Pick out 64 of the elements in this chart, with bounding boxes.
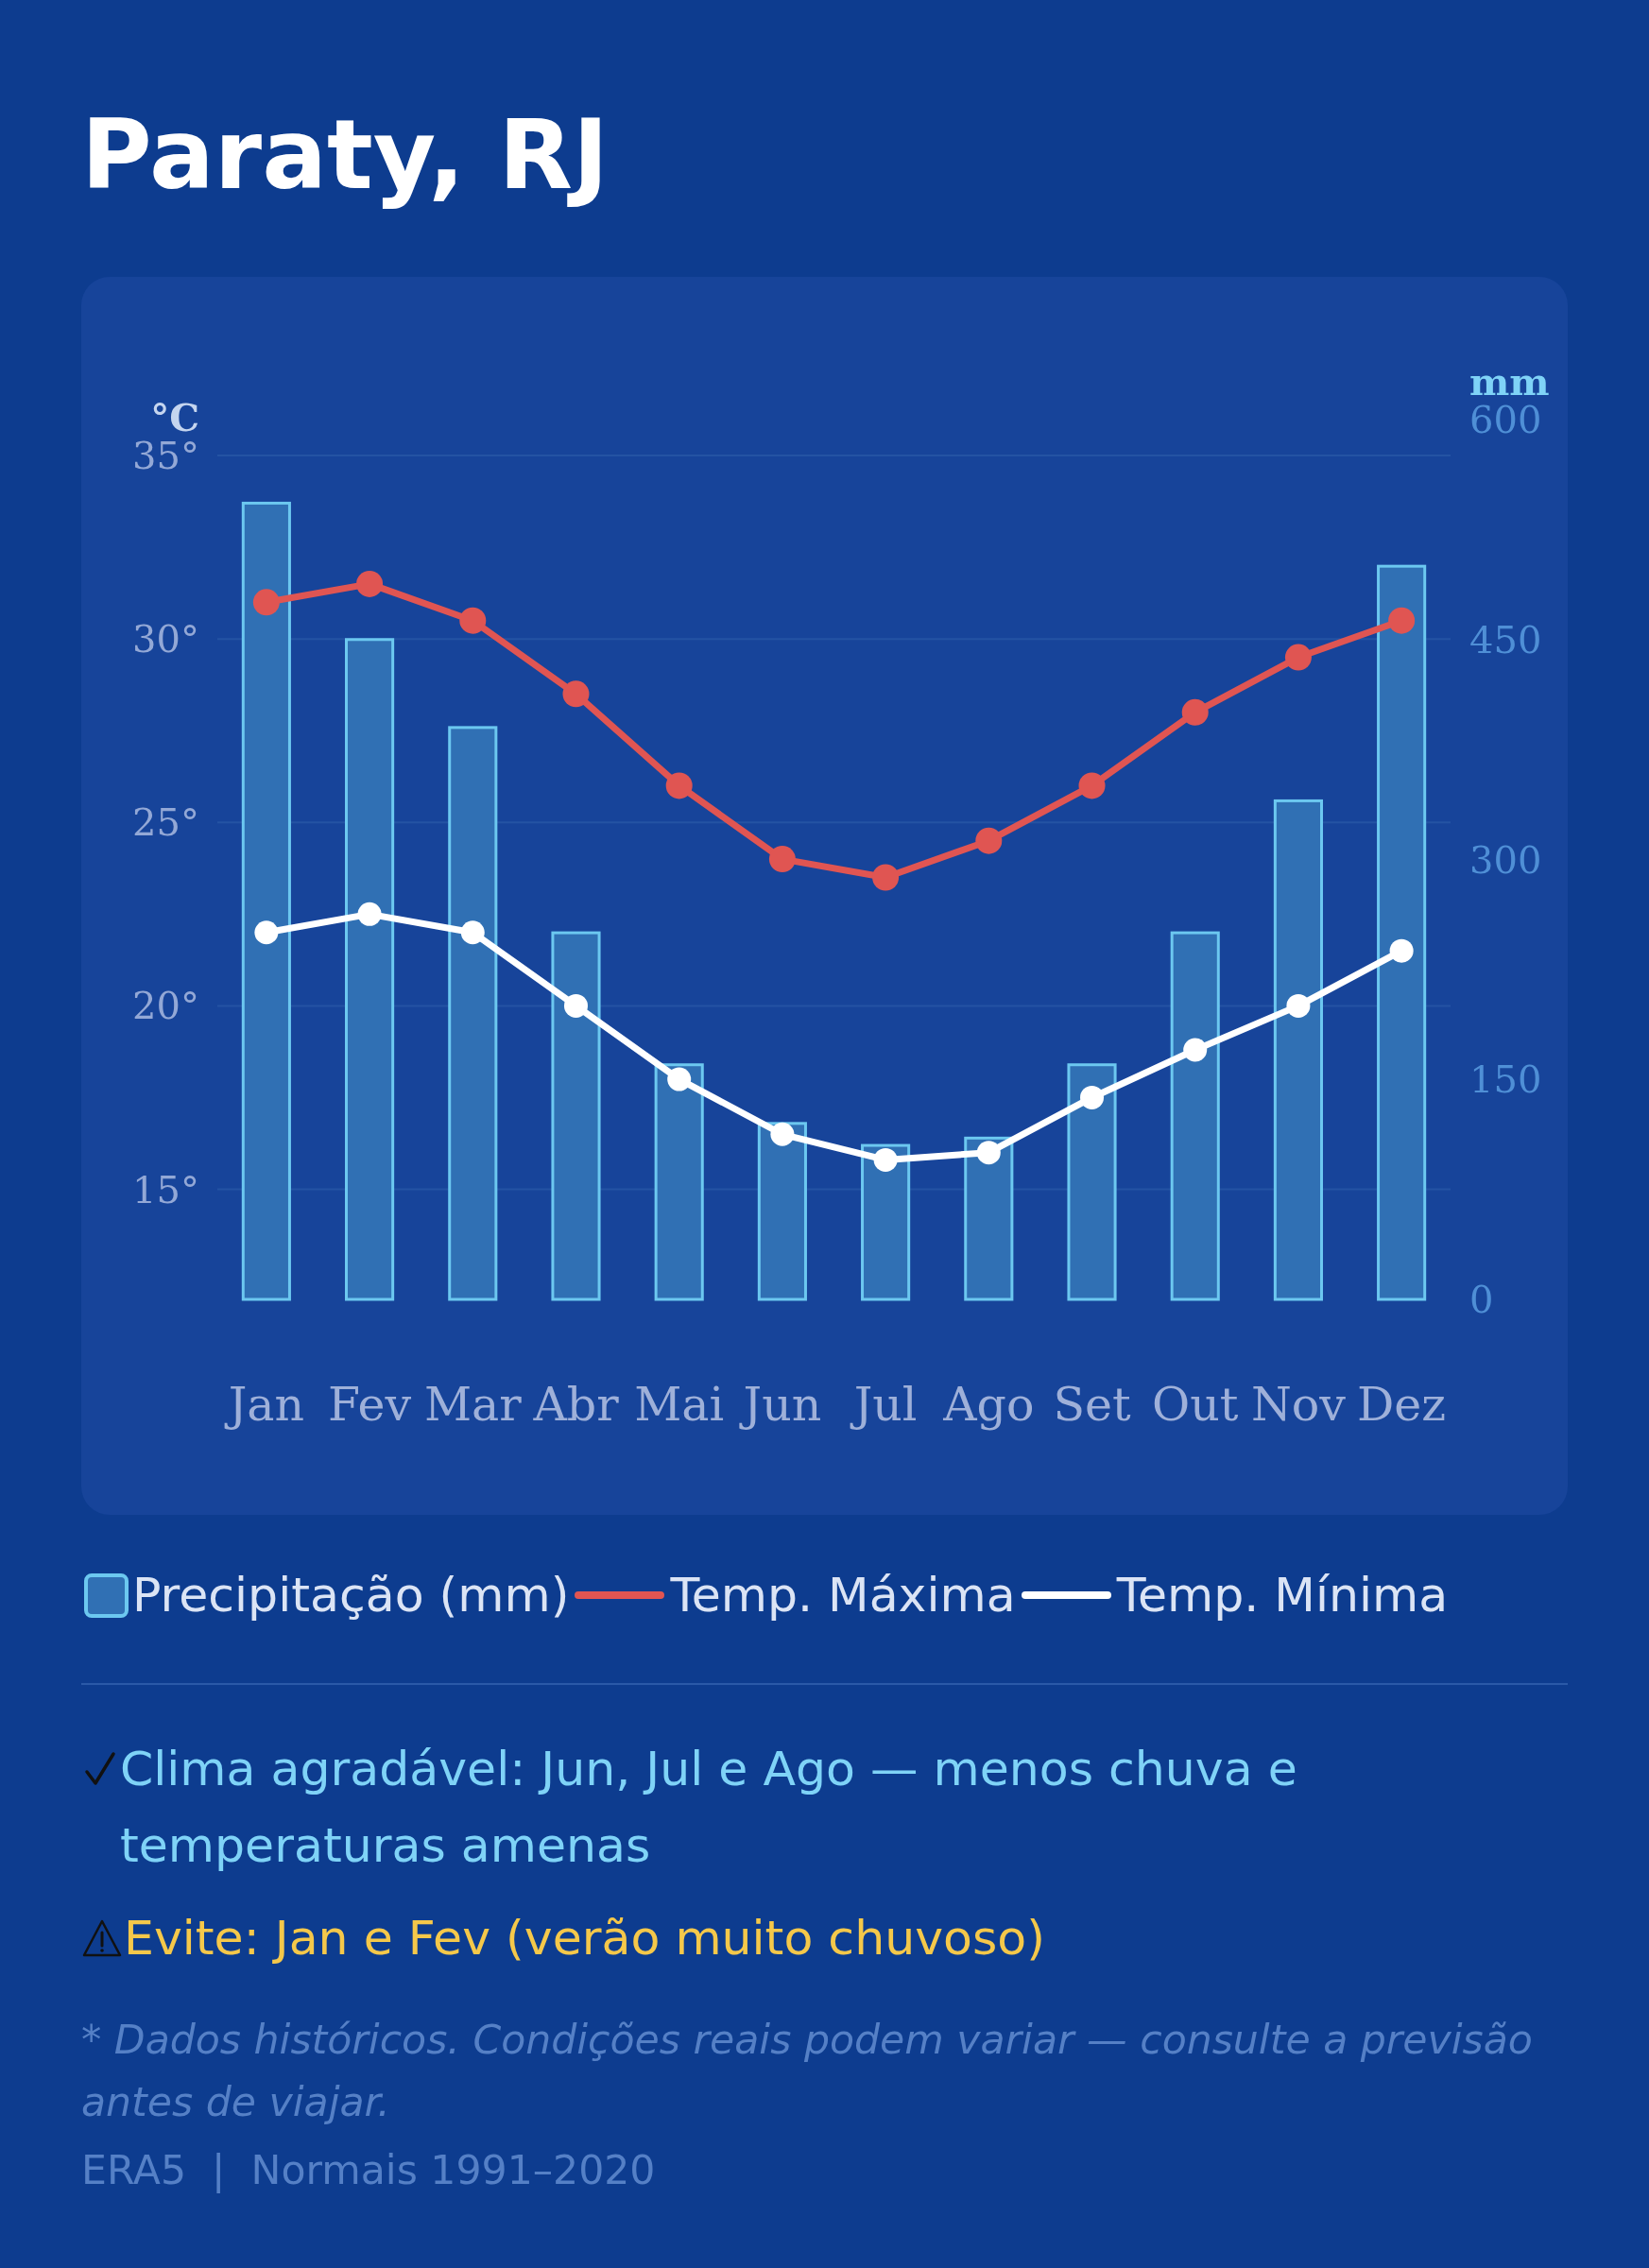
point [872, 864, 900, 891]
point [460, 920, 485, 945]
point [459, 607, 487, 634]
point [770, 1122, 795, 1146]
point [1183, 1038, 1208, 1062]
point [975, 827, 1003, 854]
point [563, 993, 588, 1018]
y-tick-label: 20° [132, 984, 199, 1028]
x-tick-label: Ago [942, 1378, 1035, 1433]
legend-label: Precipitação (mm) [132, 1567, 570, 1623]
x-tick-label: Dez [1357, 1378, 1447, 1433]
point [667, 1067, 692, 1091]
point [873, 1147, 898, 1172]
x-tick-label: Fev [328, 1378, 412, 1433]
bar [654, 1063, 704, 1301]
bar [964, 1136, 1014, 1301]
point [1078, 772, 1106, 799]
y-tick-label: 30° [132, 617, 199, 662]
x-tick-label: Nov [1250, 1378, 1347, 1433]
point [562, 680, 590, 708]
x-tick-label: Jul [849, 1378, 918, 1433]
text: Evite: Jan e Fev (verão muito chuvoso) [124, 1909, 1045, 1967]
x-tick-label: Jun [738, 1378, 822, 1433]
point [1080, 1085, 1105, 1109]
point [1284, 644, 1312, 671]
point [254, 920, 279, 945]
point [976, 1141, 1001, 1165]
bar [241, 501, 291, 1301]
x-tick-label: Jan [223, 1378, 305, 1433]
y-tick-label: 15° [132, 1167, 199, 1211]
bar [448, 726, 498, 1301]
text: Clima agradável: Jun, Jul e Ago — menos chuva e temperaturas amenas [120, 1740, 1298, 1875]
point [1389, 938, 1414, 963]
text: ERA5 | Normais 1991–2020 [81, 2145, 656, 2195]
bar [1170, 931, 1220, 1301]
chart-title: Paraty, RJ [81, 98, 610, 211]
bar [1067, 1063, 1117, 1301]
x-tick-label: Mai [634, 1378, 725, 1433]
x-tick-label: Abr [532, 1378, 620, 1433]
bar [1273, 799, 1323, 1301]
bar [345, 638, 395, 1301]
x-tick-label: Out [1152, 1378, 1239, 1433]
y2-tick-label: 0 [1469, 1278, 1494, 1321]
x-tick-label: Set [1053, 1378, 1131, 1433]
legend-label: Temp. Máxima [670, 1567, 1016, 1623]
x-tick-label: Mar [423, 1378, 523, 1433]
bar [551, 931, 601, 1301]
point [356, 570, 384, 597]
bar [1377, 564, 1427, 1301]
point [768, 846, 796, 873]
point [252, 589, 280, 616]
y-tick-label: 25° [132, 800, 199, 845]
y2-tick-label: 300 [1469, 837, 1542, 882]
point [1181, 698, 1209, 726]
point [1286, 993, 1311, 1018]
legend-label: Temp. Mínima [1116, 1567, 1449, 1623]
point [1388, 607, 1416, 634]
point [357, 902, 382, 926]
text: * Dados históricos. Condições reais podem variar — consulte a previsão antes de viajar. [81, 2015, 1534, 2127]
bar [861, 1143, 911, 1301]
y2-tick-label: 450 [1469, 617, 1542, 662]
point [665, 772, 693, 799]
y2-tick-label: 150 [1469, 1057, 1542, 1102]
bar [757, 1122, 807, 1301]
